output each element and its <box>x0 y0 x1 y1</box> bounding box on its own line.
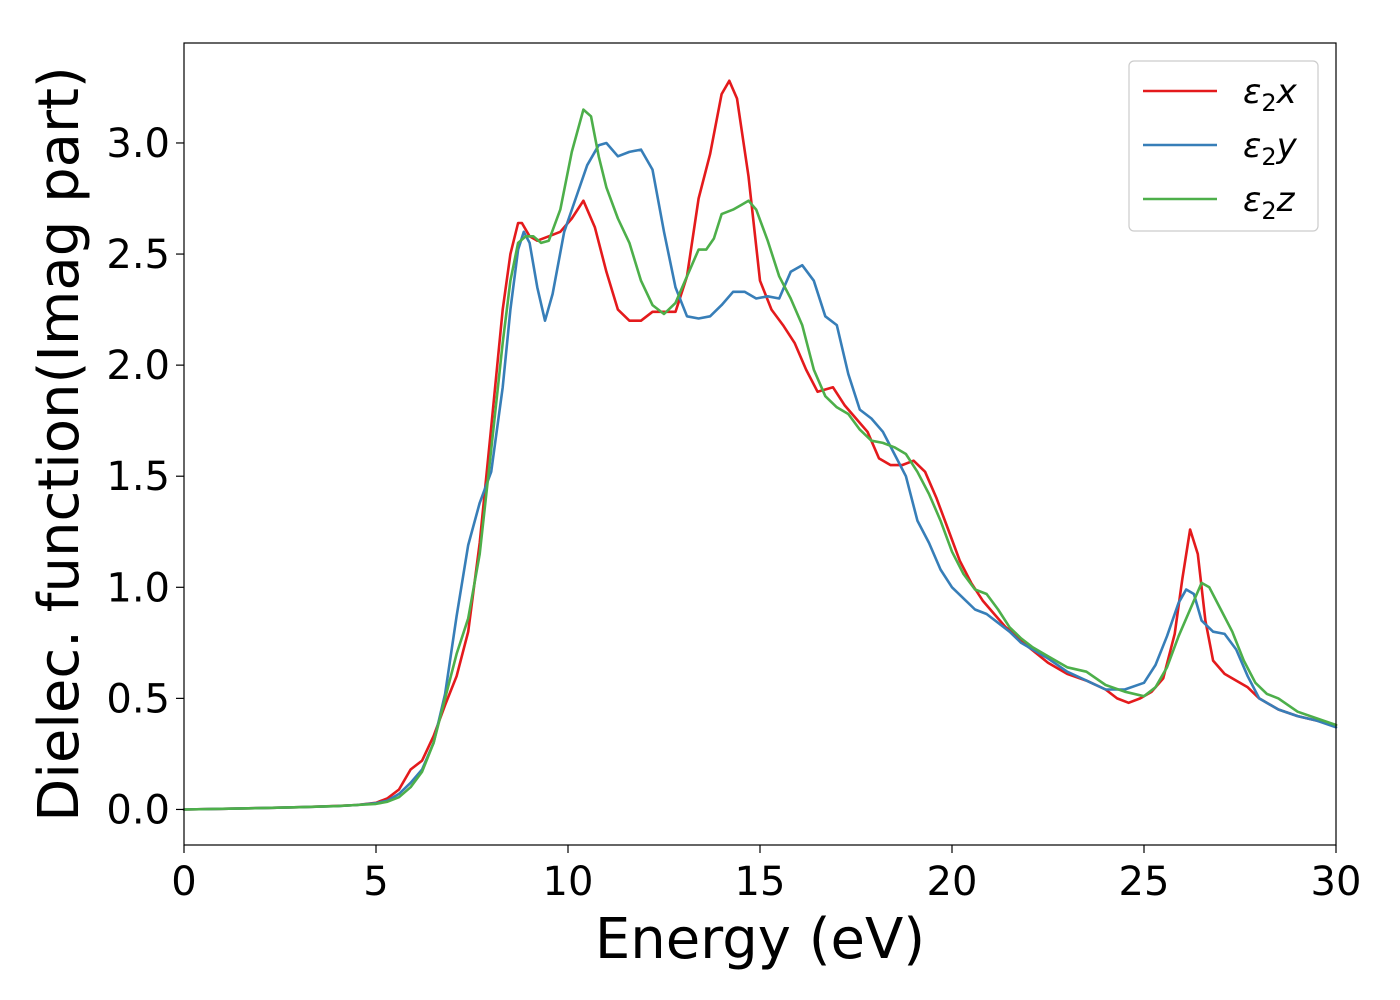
y-tick-label: 0.0 <box>106 787 170 833</box>
y-tick-label: 1.0 <box>106 565 170 611</box>
legend-label-z: ε2z <box>1243 180 1296 225</box>
x-tick-label: 15 <box>735 859 786 905</box>
y-axis-label: Dielec. function(Imag part) <box>27 66 92 822</box>
x-tick-label: 30 <box>1311 859 1362 905</box>
y-tick-label: 2.0 <box>106 343 170 389</box>
y-tick-label: 1.5 <box>106 454 170 500</box>
x-axis-label: Energy (eV) <box>595 907 925 972</box>
legend-box <box>1128 60 1319 232</box>
x-tick-label: 5 <box>363 859 388 905</box>
legend-label-x: ε2x <box>1243 72 1298 117</box>
y-axis: 0.0 0.5 1.0 1.5 2.0 2.5 3.0 <box>106 121 184 833</box>
x-tick-label: 20 <box>927 859 978 905</box>
x-tick-label: 0 <box>171 859 196 905</box>
series-line-z <box>182 108 1338 811</box>
legend-label-y: ε2y <box>1243 126 1298 171</box>
series-layer <box>182 79 1338 811</box>
x-tick-label: 25 <box>1119 859 1170 905</box>
series-line-y <box>182 141 1338 811</box>
x-axis: 0 5 10 15 20 25 30 <box>171 845 1361 905</box>
y-tick-label: 2.5 <box>106 232 170 278</box>
x-tick-label: 10 <box>543 859 594 905</box>
legend: ε2x ε2y ε2z <box>1128 60 1319 232</box>
y-tick-label: 0.5 <box>106 676 170 722</box>
y-tick-label: 3.0 <box>106 121 170 167</box>
